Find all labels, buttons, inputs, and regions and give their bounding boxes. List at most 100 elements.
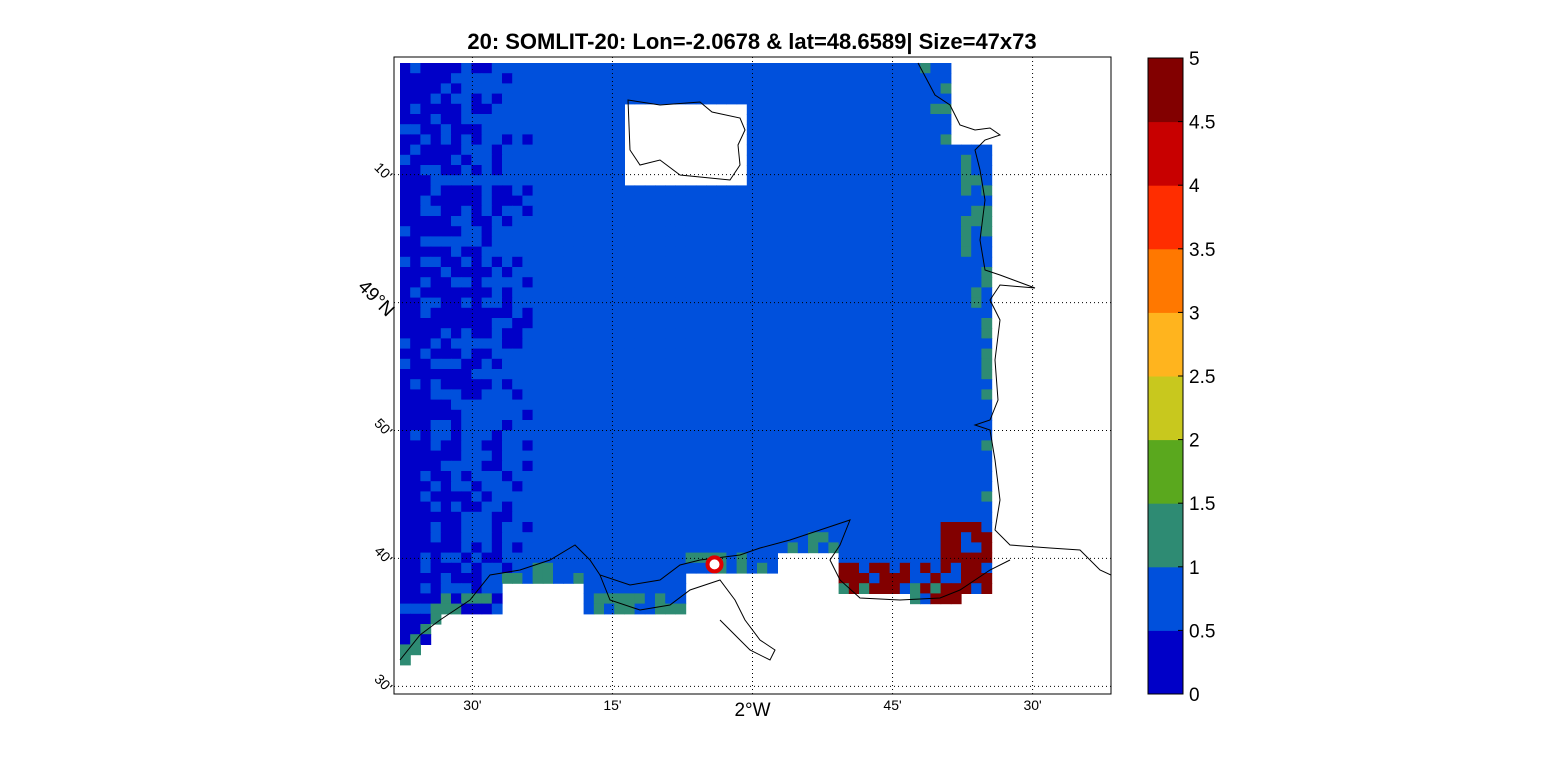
heat-cell <box>481 450 493 462</box>
heat-cell <box>869 205 880 217</box>
heat-cell <box>797 460 809 472</box>
heat-cell <box>685 491 697 503</box>
heat-cell <box>981 471 993 482</box>
heat-cell <box>869 358 880 370</box>
heat-cell <box>512 73 523 84</box>
heat-cell <box>430 440 442 452</box>
heat-cell <box>400 409 411 421</box>
heat-cell <box>481 603 493 615</box>
heat-cell <box>797 154 809 166</box>
heat-cell <box>563 205 574 217</box>
heat-cell <box>899 307 911 319</box>
heat-cell <box>726 348 738 360</box>
heat-cell <box>685 83 697 95</box>
heat-cell <box>726 471 738 482</box>
heat-cell <box>634 93 646 105</box>
heat-cell <box>461 165 472 176</box>
heat-cell <box>583 348 595 360</box>
heat-cell <box>981 389 993 401</box>
heat-cell <box>961 379 972 390</box>
heat-cell <box>797 185 809 197</box>
heat-cell <box>542 63 554 74</box>
heat-cell <box>644 501 656 513</box>
heat-cell <box>542 532 554 543</box>
heat-cell <box>624 409 636 421</box>
heat-cell <box>665 216 676 227</box>
heat-cell <box>808 440 819 452</box>
heat-cell <box>818 93 829 105</box>
heat-cell <box>430 124 442 135</box>
heat-cell <box>706 522 717 533</box>
heat-cell <box>655 195 666 207</box>
heat-cell <box>440 501 452 513</box>
heat-cell <box>593 256 605 268</box>
heat-cell <box>491 205 503 217</box>
heat-cell <box>481 379 493 390</box>
heat-cell <box>624 379 636 390</box>
heat-cell <box>542 124 554 135</box>
heat-cell <box>695 522 707 533</box>
heat-cell <box>502 175 513 186</box>
heat-cell <box>420 573 432 584</box>
heat-cell <box>491 358 503 370</box>
heat-cell <box>542 511 554 523</box>
heat-cell <box>685 318 697 329</box>
heat-cell <box>512 481 523 492</box>
heat-cell <box>451 205 462 217</box>
heat-cell <box>879 165 891 176</box>
heat-cell <box>512 358 523 370</box>
heat-cell <box>828 399 840 411</box>
heat-cell <box>818 471 829 482</box>
heat-cell <box>573 430 585 441</box>
heat-cell <box>961 267 972 278</box>
heat-cell <box>583 583 595 594</box>
heat-cell <box>440 420 452 431</box>
heat-cell <box>430 267 442 278</box>
heat-cell <box>869 63 880 74</box>
heat-cell <box>410 562 421 574</box>
heat-cell <box>879 277 891 288</box>
heat-cell <box>451 165 462 176</box>
heat-cell <box>695 267 707 278</box>
heat-cell <box>665 471 676 482</box>
heat-cell <box>430 175 442 186</box>
heat-cell <box>889 573 901 584</box>
heat-cell <box>583 93 595 105</box>
heat-cell <box>440 532 452 543</box>
heat-cell <box>838 583 850 594</box>
heat-cell <box>828 379 840 390</box>
heat-cell <box>634 542 646 554</box>
heat-cell <box>644 491 656 503</box>
heat-cell <box>675 73 687 84</box>
heat-cell <box>828 369 840 380</box>
heat-cell <box>604 511 615 523</box>
heat-cell <box>828 348 840 360</box>
heat-cell <box>859 165 870 176</box>
heat-cell <box>634 73 646 84</box>
heat-cell <box>869 144 880 156</box>
heat-cell <box>512 573 523 584</box>
heat-cell <box>512 165 523 176</box>
heat-cell <box>491 195 503 207</box>
heat-cell <box>420 481 432 492</box>
heat-cell <box>848 246 860 258</box>
heat-cell <box>491 562 503 574</box>
heat-cell <box>838 236 850 248</box>
heat-cell <box>777 420 789 431</box>
heat-cell <box>848 511 860 523</box>
heat-cell <box>767 246 778 258</box>
heat-cell <box>685 562 697 574</box>
heat-cell <box>583 491 595 503</box>
heat-cell <box>593 277 605 288</box>
heat-cell <box>410 277 421 288</box>
heat-cell <box>410 471 421 482</box>
heat-cell <box>563 379 574 390</box>
heat-cell <box>848 287 860 299</box>
heat-cell <box>593 185 605 197</box>
heat-cell <box>502 440 513 452</box>
heat-cell <box>522 430 534 441</box>
heat-cell <box>910 175 921 186</box>
heat-cell <box>644 226 656 237</box>
heat-cell <box>685 348 697 360</box>
heat-cell <box>461 267 472 278</box>
